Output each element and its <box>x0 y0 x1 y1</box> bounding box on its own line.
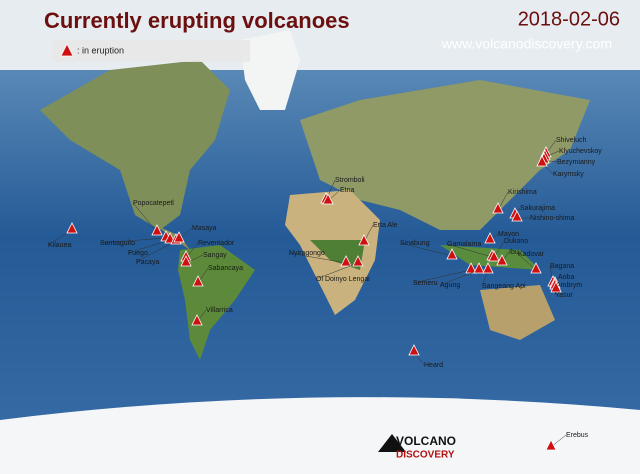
volcano-marker <box>536 155 548 167</box>
volcano-label: Sangeang Api <box>482 283 526 290</box>
volcano-label: Villarrica <box>206 307 233 314</box>
volcano-label: Heard <box>424 362 443 369</box>
leader-line <box>135 240 177 263</box>
leader-line <box>399 242 453 257</box>
volcano-label: Dukono <box>504 238 528 245</box>
volcano-label: Karymsky <box>553 171 584 178</box>
volcano-label: Kilauea <box>48 242 71 249</box>
legend-marker <box>60 43 74 57</box>
legend-label: : in eruption <box>77 45 124 55</box>
volcano-marker <box>191 314 203 326</box>
volcano-label: Masaya <box>192 225 217 232</box>
volcano-label: Sangay <box>203 252 227 259</box>
leader-line <box>315 262 359 280</box>
leader-line <box>517 253 537 271</box>
leader-line <box>127 239 171 254</box>
volcano-marker <box>358 234 370 246</box>
leader-line <box>412 269 472 284</box>
volcano-marker <box>446 248 458 260</box>
volcano-label: Santiaguito <box>100 240 135 247</box>
volcano-label: Erebus <box>566 432 589 439</box>
date: 2018-02-06 <box>518 8 620 30</box>
volcano-label: Pacaya <box>136 259 159 266</box>
volcano-label: Popocatepetl <box>133 200 174 207</box>
volcano-label: Mayon <box>498 231 519 238</box>
volcano-marker <box>352 255 364 267</box>
title: Currently erupting volcanoes <box>44 8 350 33</box>
volcano-marker <box>545 439 557 451</box>
logo-line1: VOLCANO <box>396 434 456 448</box>
volcano-marker <box>173 231 185 243</box>
volcano-marker <box>66 222 78 234</box>
volcano-label: Agung <box>440 282 460 289</box>
volcano-label: Stromboli <box>335 177 365 184</box>
volcano-label: Klyuchevskoy <box>559 148 602 155</box>
volcano-marker <box>492 202 504 214</box>
volcano-marker <box>482 262 494 274</box>
leader-line <box>439 269 480 286</box>
volcano-label: Sabancaya <box>208 265 243 272</box>
volcano-marker <box>192 275 204 287</box>
volcano-label: Ambrym <box>556 282 582 289</box>
volcano-marker <box>473 262 485 274</box>
volcano-label: Nishino-shima <box>530 215 574 222</box>
volcano-label: Etna <box>340 187 355 194</box>
volcano-marker <box>340 255 352 267</box>
volcano-marker <box>151 224 163 236</box>
legend-box <box>52 40 250 62</box>
volcano-label: Kadovar <box>518 251 545 258</box>
volcano-marker <box>511 210 523 222</box>
website: www.volcanodiscovery.com <box>441 36 612 52</box>
volcano-marker <box>484 232 496 244</box>
volcano-label: Reventador <box>198 240 235 247</box>
volcano-label: Yasur <box>555 292 573 299</box>
volcano-label: Ibu <box>509 249 519 256</box>
logo-line2: DISCOVERY <box>396 450 455 461</box>
leader-line <box>132 202 158 233</box>
volcano-label: Erta Ale <box>373 222 398 229</box>
logo: VOLCANO DISCOVERY <box>378 434 456 461</box>
volcano-marker <box>550 281 562 293</box>
volcano-marker <box>180 255 192 267</box>
volcano-label: Fuego <box>128 250 148 257</box>
volcano-label: Aoba <box>558 274 574 281</box>
volcano-marker <box>322 193 334 205</box>
leader-line <box>288 252 347 264</box>
volcano-layer: Kilauea Popocatepetl Santiaguito Fuego Pacay… <box>47 137 602 451</box>
volcano-label: Kirishima <box>508 189 537 196</box>
volcano-label: Shiveluch <box>556 137 586 144</box>
volcano-marker <box>530 262 542 274</box>
volcano-marker <box>408 344 420 356</box>
volcano-label: Sinabung <box>400 240 430 247</box>
volcano-label: Gamalama <box>447 241 481 248</box>
volcano-label: Bezymianny <box>557 159 596 166</box>
volcano-label: Bagana <box>550 263 574 270</box>
volcano-marker <box>496 254 508 266</box>
volcano-marker <box>488 250 500 262</box>
volcano-label: Semeru <box>413 280 438 287</box>
volcano-label: Sakurajima <box>520 205 555 212</box>
volcano-label: Nyiragongo <box>289 250 325 257</box>
leader-line <box>99 237 167 244</box>
leader-line <box>446 243 493 258</box>
volcano-label: Ol Doinyo Lengai <box>316 276 370 283</box>
